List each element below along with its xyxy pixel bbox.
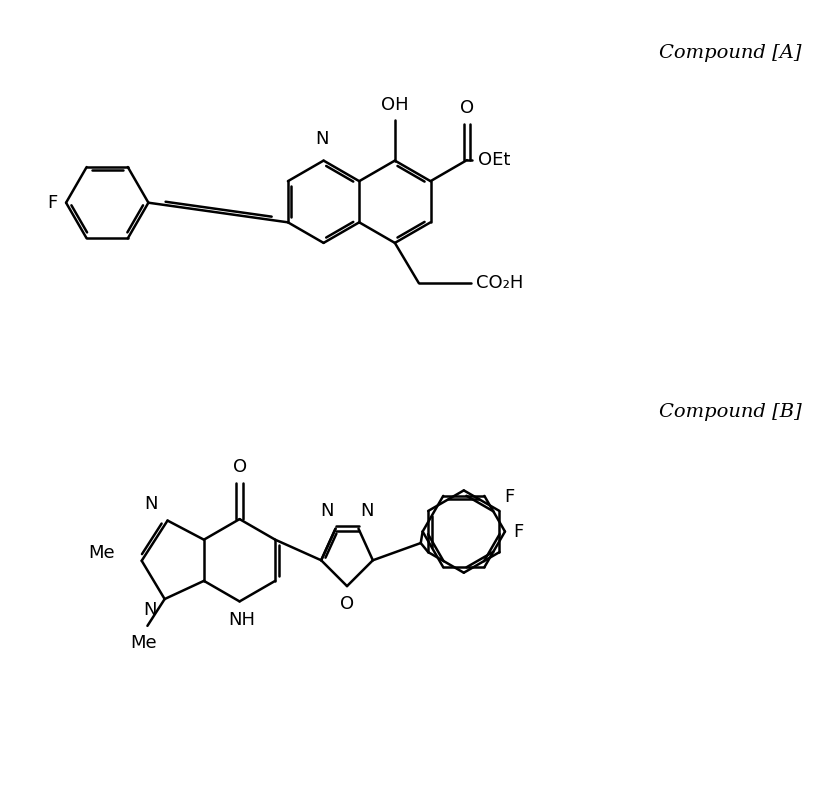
Text: N: N xyxy=(144,601,157,619)
Text: F: F xyxy=(504,488,515,506)
Text: O: O xyxy=(460,99,474,117)
Text: Me: Me xyxy=(88,544,115,562)
Text: F: F xyxy=(514,522,524,540)
Text: O: O xyxy=(233,458,247,476)
Text: Me: Me xyxy=(130,634,157,651)
Text: OH: OH xyxy=(381,96,408,114)
Text: Compound [B]: Compound [B] xyxy=(658,403,801,421)
Text: CO₂H: CO₂H xyxy=(476,274,524,292)
Text: N: N xyxy=(315,130,328,148)
Text: N: N xyxy=(144,495,158,513)
Text: NH: NH xyxy=(228,611,255,629)
Text: N: N xyxy=(320,502,333,520)
Text: F: F xyxy=(47,193,58,212)
Text: OEt: OEt xyxy=(478,151,511,169)
Text: N: N xyxy=(361,502,374,520)
Text: Compound [A]: Compound [A] xyxy=(658,44,801,62)
Text: O: O xyxy=(340,595,354,613)
